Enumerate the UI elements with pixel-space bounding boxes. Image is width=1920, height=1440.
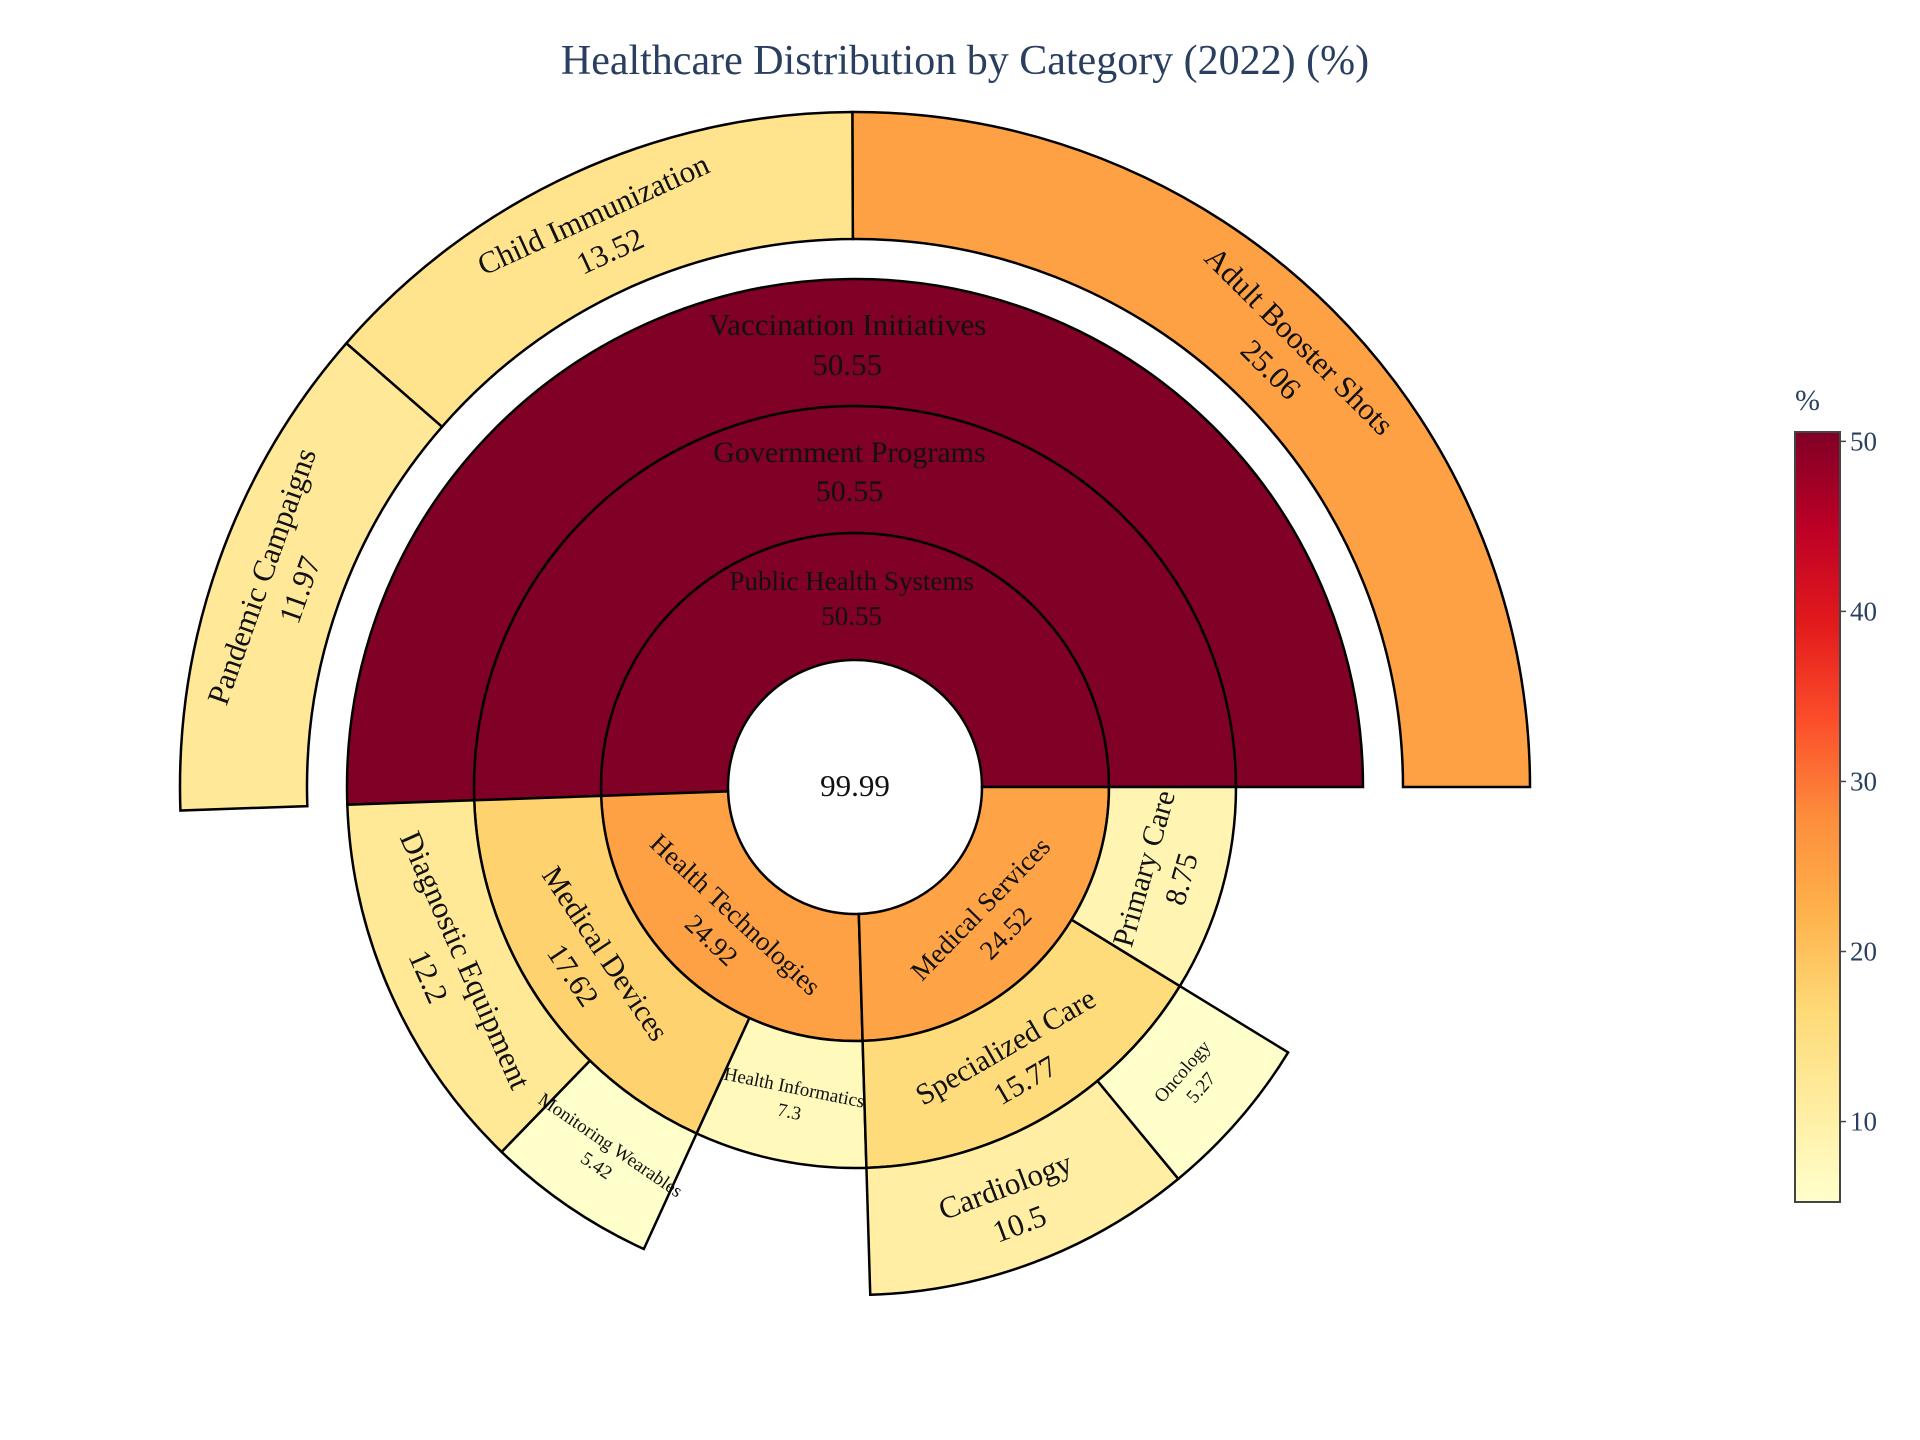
segment-value-government-programs: 50.55 bbox=[816, 475, 884, 508]
center-total-value: 99.99 bbox=[820, 768, 890, 803]
segment-diagnostic-equipment[interactable] bbox=[346, 798, 592, 1154]
segment-value-public-health-systems: 50.55 bbox=[821, 601, 882, 631]
colorbar-title: % bbox=[1795, 384, 1820, 417]
segment-monitoring-wearables[interactable] bbox=[499, 1058, 699, 1251]
label-group-government-programs: Government Programs 50.55 bbox=[713, 436, 985, 508]
segment-pandemic-campaigns[interactable] bbox=[178, 341, 444, 812]
segment-adult-booster-shots[interactable] bbox=[851, 110, 1532, 789]
colorbar: % 10 20 30 40 50 bbox=[1794, 384, 1877, 1203]
colorbar-tick-label: 30 bbox=[1850, 766, 1877, 796]
segment-label-vaccination-initiatives: Vaccination Initiatives bbox=[708, 307, 986, 342]
segment-child-immunization[interactable] bbox=[344, 110, 855, 429]
label-group-public-health-systems: Public Health Systems 50.55 bbox=[729, 566, 974, 631]
segment-vaccination-initiatives[interactable] bbox=[345, 277, 1365, 807]
colorbar-tick-label: 20 bbox=[1850, 937, 1877, 967]
colorbar-gradient bbox=[1794, 431, 1841, 1203]
colorbar-tick-label: 10 bbox=[1850, 1107, 1877, 1137]
segment-value-vaccination-initiatives: 50.55 bbox=[812, 347, 882, 382]
label-group-vaccination-initiatives: Vaccination Initiatives 50.55 bbox=[708, 307, 986, 382]
colorbar-tick-label: 50 bbox=[1850, 426, 1877, 456]
sunburst-segments bbox=[178, 110, 1532, 1297]
segment-label-government-programs: Government Programs bbox=[713, 436, 985, 469]
segment-primary-care[interactable] bbox=[1069, 785, 1238, 988]
segment-label-public-health-systems: Public Health Systems bbox=[729, 566, 974, 596]
chart-title: Healthcare Distribution by Category (202… bbox=[561, 38, 1369, 84]
colorbar-ticks: 10 20 30 40 50 bbox=[1840, 426, 1877, 1137]
colorbar-tick-label: 40 bbox=[1850, 596, 1877, 626]
segment-value-health-informatics: 7.3 bbox=[776, 1100, 803, 1125]
segment-oncology[interactable] bbox=[1095, 984, 1290, 1181]
